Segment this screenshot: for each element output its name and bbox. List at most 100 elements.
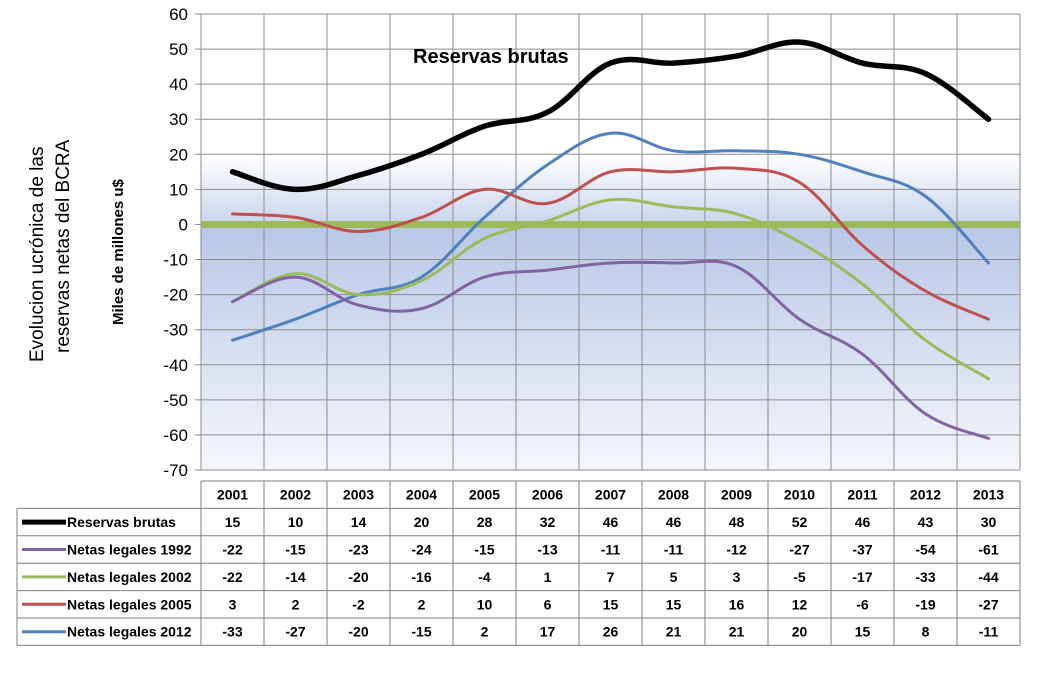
data-label: 8 [922,624,930,640]
y-tick-label: -70 [163,461,188,480]
data-label: 28 [477,514,493,530]
data-label: 14 [351,514,367,530]
data-label: -4 [478,569,491,585]
data-label: 1 [544,569,552,585]
y-tick-label: -20 [163,286,188,305]
data-label: -2 [352,596,365,612]
series-line-netas-legales-1992 [231,259,990,440]
data-label: -19 [915,596,935,612]
data-label: 21 [729,624,745,640]
legend-label: Netas legales 2012 [67,624,192,640]
data-label: 2 [481,624,489,640]
data-label: 15 [603,596,619,612]
data-label: -14 [285,569,305,585]
data-label: 46 [855,514,871,530]
data-label: 15 [855,624,871,640]
data-label: 12 [792,596,808,612]
data-label: -27 [789,542,809,558]
data-label: 43 [918,514,934,530]
data-label: 15 [225,514,241,530]
y-tick-label: -50 [163,391,188,410]
x-tick-label: 2002 [280,487,311,503]
data-label: 46 [603,514,619,530]
data-label: 21 [666,624,682,640]
data-label: -16 [411,569,431,585]
y-tick-label: 50 [169,40,188,59]
data-label: -11 [979,624,999,640]
data-label: -15 [411,624,431,640]
annotation-reservas-brutas: Reservas brutas [413,46,569,68]
data-label: -37 [852,542,872,558]
data-label: -20 [348,624,368,640]
data-label: 3 [733,569,741,585]
legend-label: Netas legales 1992 [67,542,192,558]
data-label: 20 [414,514,430,530]
data-label: -20 [348,569,368,585]
x-tick-label: 2013 [973,487,1004,503]
data-label: 2 [292,596,300,612]
data-label: 32 [540,514,556,530]
data-label: 52 [792,514,808,530]
x-tick-label: 2006 [532,487,563,503]
data-label: -33 [222,624,242,640]
x-tick-label: 2005 [469,487,500,503]
data-label: -23 [348,542,368,558]
y-tick-label: -30 [163,321,188,340]
data-label: 7 [607,569,615,585]
y-tick-label: 20 [169,145,188,164]
data-label: -15 [285,542,305,558]
data-label: 3 [229,596,237,612]
y-tick-label: 40 [169,75,188,94]
data-label: 30 [981,514,997,530]
data-label: 46 [666,514,682,530]
data-label: -22 [222,542,242,558]
y-tick-label: 0 [179,215,188,234]
data-label: -11 [664,542,684,558]
x-tick-label: 2004 [406,487,437,503]
x-tick-label: 2007 [595,487,626,503]
y-tick-label: 10 [169,180,188,199]
y-tick-label: -60 [163,426,188,445]
data-label: 26 [603,624,619,640]
data-label: -27 [285,624,305,640]
data-label: 10 [288,514,304,530]
data-label: 48 [729,514,745,530]
data-label: -61 [978,542,998,558]
data-label: -54 [915,542,935,558]
legend-label: Netas legales 2002 [67,569,192,585]
x-tick-label: 2001 [217,487,248,503]
y-tick-label: -40 [163,356,188,375]
series-line-netas-legales-2005 [231,166,990,321]
data-label: 5 [670,569,678,585]
data-label: 2 [418,596,426,612]
data-label: -13 [537,542,557,558]
x-tick-label: 2011 [847,487,878,503]
data-label: -15 [474,542,494,558]
x-tick-label: 2008 [658,487,689,503]
data-label: -11 [601,542,621,558]
data-label: 20 [792,624,808,640]
y-tick-label: 60 [169,5,188,24]
x-tick-label: 2009 [721,487,752,503]
data-label: -12 [726,542,746,558]
x-tick-label: 2003 [343,487,374,503]
data-label: -17 [852,569,872,585]
y-tick-label: 30 [169,110,188,129]
data-label: 6 [544,596,552,612]
x-tick-label: 2012 [910,487,941,503]
y-tick-label: -10 [163,251,188,270]
data-label: -6 [856,596,869,612]
data-label: -5 [793,569,806,585]
data-label: 10 [477,596,493,612]
data-label: 17 [540,624,556,640]
legend-label: Reservas brutas [67,514,176,530]
data-label: -33 [915,569,935,585]
data-label: 15 [666,596,682,612]
data-label: -44 [978,569,998,585]
data-label: 16 [729,596,745,612]
x-tick-label: 2010 [784,487,815,503]
series-line-netas-legales-2002 [231,197,990,381]
plot-background-negative [201,224,1020,470]
series-line-reservas-brutas [229,39,992,193]
